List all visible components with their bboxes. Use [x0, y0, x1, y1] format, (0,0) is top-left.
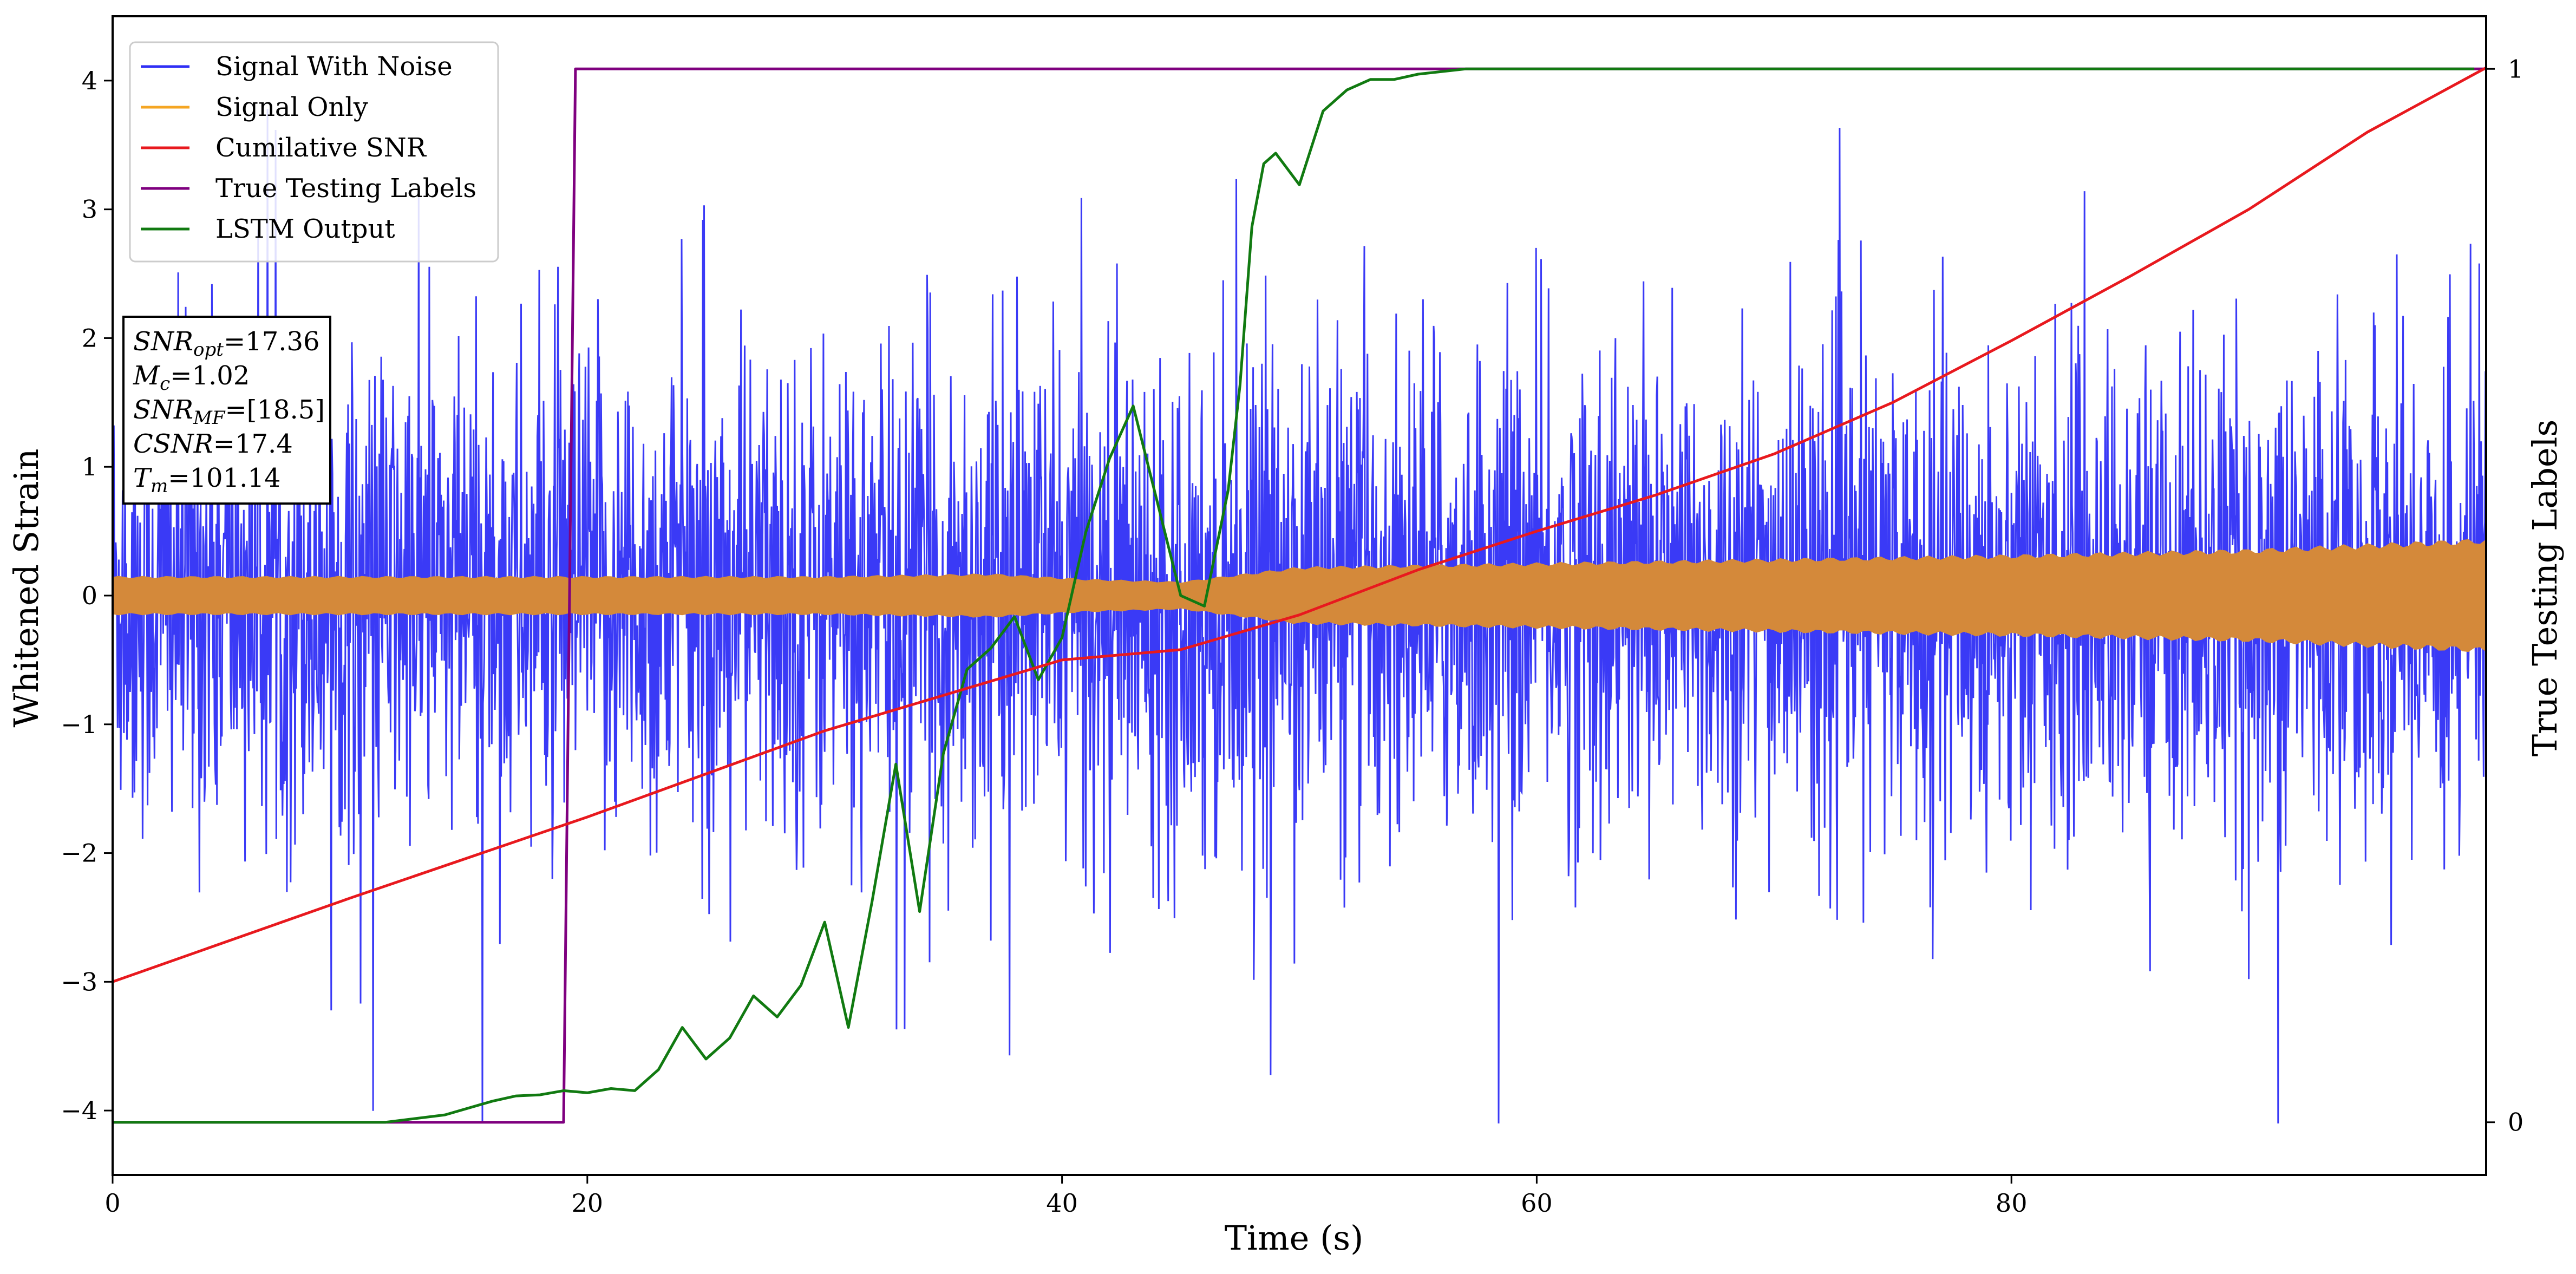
x-axis-title: Time (s) [1225, 1218, 1364, 1258]
info-box: SNRopt=17.36Mc=1.02SNRMF=[18.5]CSNR=17.4… [123, 317, 330, 504]
info-line: Mc=1.02 [133, 361, 250, 395]
info-line: SNRMF=[18.5] [133, 395, 325, 429]
x-tick-label: 20 [572, 1188, 604, 1218]
legend-label: Signal With Noise [215, 51, 453, 82]
info-line: SNRopt=17.36 [133, 326, 320, 361]
legend-label: LSTM Output [215, 214, 395, 244]
legend-label: True Testing Labels [215, 173, 476, 204]
x-tick-label: 0 [104, 1188, 120, 1218]
y-tick-label: 4 [82, 66, 97, 95]
x-tick-label: 60 [1521, 1188, 1553, 1218]
y-tick-label: −4 [61, 1096, 97, 1125]
y-tick-label: −2 [61, 839, 97, 868]
y-tick-label: 3 [82, 195, 97, 224]
y-tick-label: −1 [61, 710, 97, 739]
y-tick-label: −3 [61, 967, 97, 996]
y-tick-label: 1 [82, 452, 97, 481]
y2-axis-title: True Testing Labels [2525, 420, 2565, 757]
y-axis-title: Whitened Strain [6, 449, 46, 728]
legend: Signal With Noise Signal Only Cumilative S… [130, 42, 498, 262]
legend-label: Cumilative SNR [215, 133, 427, 163]
legend-label: Signal Only [215, 92, 368, 122]
y2-tick-label: 1 [2508, 54, 2523, 83]
info-line: CSNR=17.4 [133, 429, 293, 459]
x-tick-label: 80 [1996, 1188, 2028, 1218]
y2-tick-label: 0 [2508, 1108, 2523, 1137]
x-tick-label: 40 [1046, 1188, 1078, 1218]
y-tick-label: 0 [82, 581, 97, 610]
y-tick-label: 2 [82, 323, 97, 352]
